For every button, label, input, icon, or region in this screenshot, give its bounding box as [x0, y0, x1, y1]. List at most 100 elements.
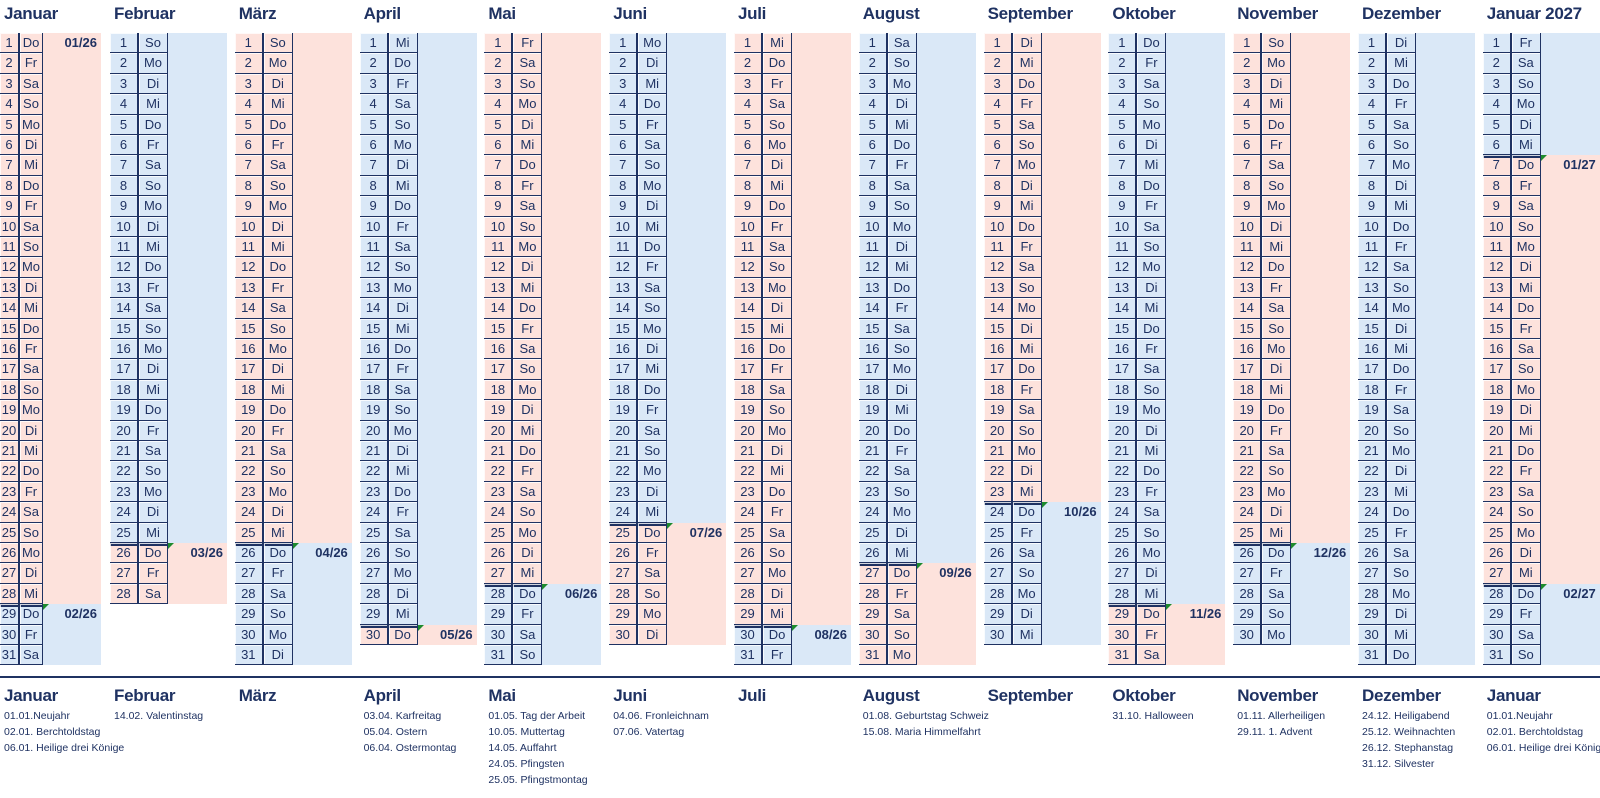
- day-row[interactable]: 20 Mi: [1482, 420, 1600, 441]
- day-row[interactable]: 1 Do: [1108, 33, 1226, 54]
- day-row[interactable]: 18 Sa: [734, 379, 851, 401]
- day-row[interactable]: 25 Mi: [1233, 522, 1351, 543]
- day-row[interactable]: 11 Mi: [1233, 237, 1351, 258]
- day-row[interactable]: 2 Sa: [484, 53, 602, 74]
- day-row[interactable]: 25 Sa: [359, 522, 477, 543]
- day-row[interactable]: 19 Mo: [1108, 400, 1226, 421]
- day-row[interactable]: 11 Fr: [1358, 237, 1475, 258]
- day-row[interactable]: 10 Di: [234, 216, 352, 237]
- day-row[interactable]: 10 Sa: [1108, 216, 1226, 237]
- day-row[interactable]: 7 Mi: [0, 155, 101, 176]
- day-row[interactable]: 23 Mi: [1358, 481, 1475, 503]
- day-row[interactable]: 14 Sa: [110, 298, 227, 319]
- day-row[interactable]: 24 Mi: [609, 502, 727, 523]
- day-row[interactable]: 5 Sa: [1358, 114, 1475, 135]
- day-row[interactable]: 1 Do 01/26: [0, 33, 101, 54]
- day-row[interactable]: 21 Sa: [110, 441, 227, 462]
- day-row[interactable]: 17 So: [484, 359, 602, 380]
- day-row[interactable]: 21 Mo: [1358, 441, 1475, 462]
- day-row[interactable]: 17 Sa: [0, 359, 101, 380]
- day-row[interactable]: 13 Fr: [1233, 277, 1351, 299]
- day-row[interactable]: 8 Sa: [858, 175, 976, 197]
- day-row[interactable]: 27 So: [983, 563, 1101, 584]
- day-row[interactable]: 8 Di: [1358, 175, 1475, 197]
- day-row[interactable]: 28 Do 06/26: [484, 583, 602, 605]
- day-row[interactable]: 3 Do: [983, 73, 1101, 95]
- day-row[interactable]: 1 Mi: [359, 33, 477, 54]
- day-row[interactable]: 21 Mi: [1108, 441, 1226, 462]
- day-row[interactable]: 8 Mi: [359, 175, 477, 197]
- day-row[interactable]: 8 Mo: [609, 175, 727, 197]
- day-row[interactable]: 22 Di: [1358, 461, 1475, 482]
- day-row[interactable]: 19 Mi: [858, 400, 976, 421]
- day-row[interactable]: 30 Mi: [1358, 624, 1475, 645]
- day-row[interactable]: 17 Fr: [734, 359, 851, 380]
- day-row[interactable]: 21 Di: [359, 441, 477, 462]
- day-row[interactable]: 13 Di: [0, 277, 101, 299]
- day-row[interactable]: 13 So: [983, 277, 1101, 299]
- day-row[interactable]: 6 Mo: [359, 135, 477, 156]
- day-row[interactable]: 21 Fr: [858, 441, 976, 462]
- day-row[interactable]: 16 Mo: [1233, 339, 1351, 360]
- day-row[interactable]: 27 So: [1358, 563, 1475, 584]
- day-row[interactable]: 17 So: [1482, 359, 1600, 380]
- day-row[interactable]: 2 Fr: [1108, 53, 1226, 74]
- day-row[interactable]: 9 So: [858, 196, 976, 217]
- day-row[interactable]: 4 Fr: [1358, 94, 1475, 115]
- day-row[interactable]: 6 Mi: [484, 135, 602, 156]
- day-row[interactable]: 16 Do: [359, 339, 477, 360]
- day-row[interactable]: 18 Di: [858, 379, 976, 401]
- day-row[interactable]: 15 Fr: [484, 318, 602, 339]
- day-row[interactable]: 18 So: [0, 379, 101, 401]
- day-row[interactable]: 19 Do: [234, 400, 352, 421]
- day-row[interactable]: 3 Fr: [734, 73, 851, 95]
- day-row[interactable]: 25 So: [1108, 522, 1226, 543]
- day-row[interactable]: 5 Do: [234, 114, 352, 135]
- day-row[interactable]: 20 Di: [1108, 420, 1226, 441]
- day-row[interactable]: 2 Do: [359, 53, 477, 74]
- day-row[interactable]: 10 Fr: [359, 216, 477, 237]
- day-row[interactable]: 23 Mo: [110, 481, 227, 503]
- day-row[interactable]: 15 Mi: [359, 318, 477, 339]
- day-row[interactable]: 9 Do: [734, 196, 851, 217]
- day-row[interactable]: 11 Mi: [110, 237, 227, 258]
- day-row[interactable]: 21 So: [609, 441, 727, 462]
- day-row[interactable]: 10 Sa: [0, 216, 101, 237]
- day-row[interactable]: 20 Mi: [484, 420, 602, 441]
- day-row[interactable]: 7 So: [609, 155, 727, 176]
- day-row[interactable]: 23 Mo: [234, 481, 352, 503]
- day-row[interactable]: 25 Mi: [110, 522, 227, 543]
- day-row[interactable]: 23 Fr: [0, 481, 101, 503]
- day-row[interactable]: 22 Sa: [858, 461, 976, 482]
- day-row[interactable]: 19 Do: [110, 400, 227, 421]
- day-row[interactable]: 28 Sa: [110, 583, 227, 605]
- day-row[interactable]: 23 Do: [359, 481, 477, 503]
- day-row[interactable]: 22 So: [1233, 461, 1351, 482]
- day-row[interactable]: 6 Fr: [234, 135, 352, 156]
- day-row[interactable]: 1 Sa: [858, 33, 976, 54]
- day-row[interactable]: 20 Sa: [609, 420, 727, 441]
- day-row[interactable]: 20 Fr: [1233, 420, 1351, 441]
- day-row[interactable]: 15 Fr: [1482, 318, 1600, 339]
- day-row[interactable]: 21 Mo: [983, 441, 1101, 462]
- day-row[interactable]: 11 Fr: [983, 237, 1101, 258]
- day-row[interactable]: 13 Mo: [359, 277, 477, 299]
- day-row[interactable]: 6 Di: [0, 135, 101, 156]
- day-row[interactable]: 14 Fr: [858, 298, 976, 319]
- day-row[interactable]: 22 So: [110, 461, 227, 482]
- day-row[interactable]: 29 Do 02/26: [0, 604, 101, 625]
- day-row[interactable]: 12 So: [359, 257, 477, 278]
- day-row[interactable]: 6 So: [1358, 135, 1475, 156]
- day-row[interactable]: 20 Fr: [110, 420, 227, 441]
- day-row[interactable]: 3 Mo: [858, 73, 976, 95]
- day-row[interactable]: 4 Di: [858, 94, 976, 115]
- day-row[interactable]: 28 Fr: [858, 583, 976, 605]
- day-row[interactable]: 17 Fr: [359, 359, 477, 380]
- day-row[interactable]: 22 Di: [983, 461, 1101, 482]
- day-row[interactable]: 14 Do: [484, 298, 602, 319]
- day-row[interactable]: 11 Sa: [734, 237, 851, 258]
- day-row[interactable]: 17 Do: [1358, 359, 1475, 380]
- day-row[interactable]: 24 Di: [1233, 502, 1351, 523]
- day-row[interactable]: 9 Mo: [234, 196, 352, 217]
- day-row[interactable]: 23 Mo: [1233, 481, 1351, 503]
